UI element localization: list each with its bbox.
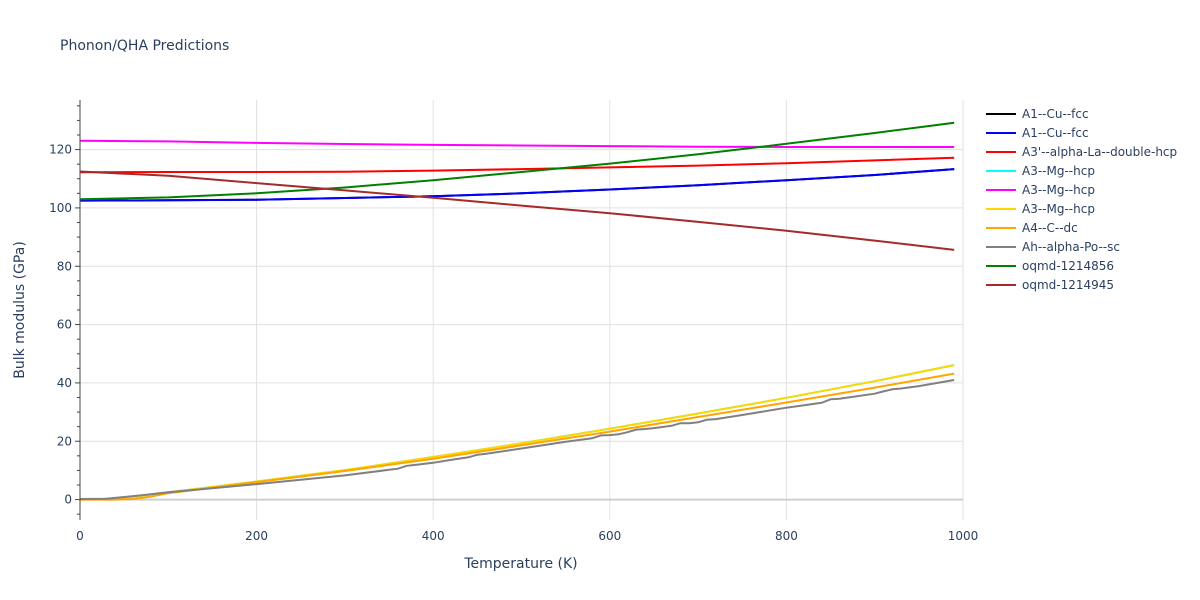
series-line	[79, 168, 955, 202]
y-axis-ticks: 0 20 40 60 80 100 120	[49, 143, 72, 507]
grid-lines	[80, 100, 964, 520]
series-line	[80, 372, 955, 501]
x-tick-label: 1000	[948, 529, 979, 543]
chart-title: Phonon/QHA Predictions	[60, 38, 229, 54]
series-line	[79, 364, 955, 501]
legend-item[interactable]: A4--C--dc	[986, 221, 1078, 235]
series-layer	[79, 121, 955, 501]
legend-label: oqmd-1214856	[1022, 259, 1114, 273]
legend-label: A3--Mg--hcp	[1022, 164, 1095, 178]
y-tick-label: 40	[57, 376, 72, 390]
y-tick-label: 0	[64, 493, 72, 507]
y-tick-label: 60	[57, 318, 72, 332]
legend-item[interactable]: A1--Cu--fcc	[986, 126, 1089, 140]
y-tick-label: 80	[57, 259, 72, 273]
series-line	[79, 156, 955, 174]
y-tick-label: 100	[49, 201, 72, 215]
series-line	[79, 379, 955, 500]
series-line	[79, 170, 955, 251]
legend-label: A4--C--dc	[1022, 221, 1078, 235]
x-tick-label: 600	[598, 529, 621, 543]
x-tick-label: 800	[775, 529, 798, 543]
legend-item[interactable]: oqmd-1214856	[986, 259, 1114, 273]
legend-label: Ah--alpha-Po--sc	[1022, 240, 1120, 254]
y-tick-label: 120	[49, 143, 72, 157]
x-axis-label: Temperature (K)	[463, 556, 577, 572]
x-tick-label: 0	[76, 529, 84, 543]
y-axis-label: Bulk modulus (GPa)	[12, 241, 28, 379]
series-line	[79, 121, 955, 201]
legend-item[interactable]: oqmd-1214945	[986, 278, 1114, 292]
x-tick-label: 200	[245, 529, 268, 543]
axes	[75, 100, 81, 520]
legend-label: A3--Mg--hcp	[1022, 183, 1095, 197]
x-axis-ticks: 0 200 400 600 800 1000	[76, 529, 978, 543]
legend-label: A1--Cu--fcc	[1022, 107, 1089, 121]
x-tick-label: 400	[422, 529, 445, 543]
y-tick-label: 20	[57, 434, 72, 448]
legend-item[interactable]: A3--Mg--hcp	[986, 164, 1095, 178]
legend[interactable]: A1--Cu--fcc A1--Cu--fcc A3'--alpha-La--dou…	[986, 107, 1177, 292]
legend-label: A3--Mg--hcp	[1022, 202, 1095, 216]
legend-label: A3'--alpha-La--double-hcp	[1022, 145, 1177, 159]
legend-item[interactable]: A3--Mg--hcp	[986, 183, 1095, 197]
legend-item[interactable]: A3'--alpha-La--double-hcp	[986, 145, 1177, 159]
series-line	[79, 364, 955, 501]
series-line	[79, 139, 955, 148]
legend-item[interactable]: A3--Mg--hcp	[986, 202, 1095, 216]
legend-label: oqmd-1214945	[1022, 278, 1114, 292]
legend-label: A1--Cu--fcc	[1022, 126, 1089, 140]
legend-item[interactable]: A1--Cu--fcc	[986, 107, 1089, 121]
legend-item[interactable]: Ah--alpha-Po--sc	[986, 240, 1120, 254]
